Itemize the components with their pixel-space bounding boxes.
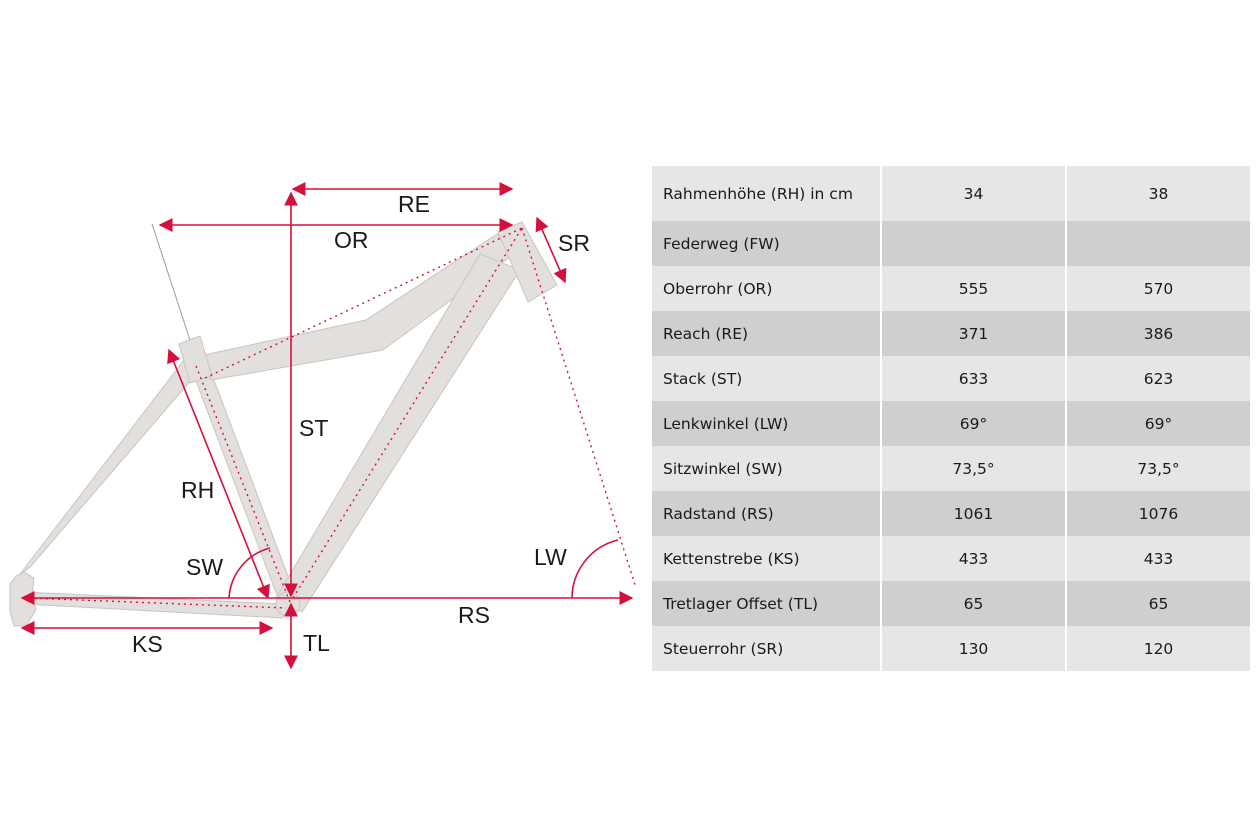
row-label: Tretlager Offset (TL) — [652, 581, 881, 626]
arc-sw — [228, 547, 271, 599]
label-tl: TL — [303, 630, 330, 656]
label-sw: SW — [186, 554, 223, 580]
row-value-size-2 — [1065, 221, 1250, 266]
row-value-size-1: 633 — [880, 356, 1066, 401]
geometry-table: Rahmenhöhe (RH) in cm 34 38 Federweg (FW… — [652, 166, 1250, 671]
row-label: Radstand (RS) — [652, 491, 881, 536]
row-label: Sitzwinkel (SW) — [652, 446, 881, 491]
row-value-size-2: 120 — [1065, 626, 1250, 671]
row-label: Kettenstrebe (KS) — [652, 536, 881, 581]
row-value-size-2: 69° — [1065, 401, 1250, 446]
down-tube — [275, 253, 521, 613]
arc-lw — [571, 539, 619, 599]
row-value-size-1: 69° — [880, 401, 1066, 446]
guide-seat-axis — [151, 223, 191, 341]
row-value-size-1: 34 — [880, 166, 1066, 221]
row-value-size-1: 433 — [880, 536, 1066, 581]
table-row: Sitzwinkel (SW) 73,5° 73,5° — [652, 446, 1250, 491]
label-rs: RS — [458, 602, 490, 628]
table-row: Tretlager Offset (TL) 65 65 — [652, 581, 1250, 626]
row-value-size-2: 65 — [1065, 581, 1250, 626]
row-value-size-2: 1076 — [1065, 491, 1250, 536]
row-value-size-1: 73,5° — [880, 446, 1066, 491]
row-value-size-2: 38 — [1065, 166, 1250, 221]
label-st: ST — [299, 415, 328, 441]
label-re: RE — [398, 191, 430, 217]
row-value-size-1: 1061 — [880, 491, 1066, 536]
row-value-size-2: 570 — [1065, 266, 1250, 311]
table-row: Rahmenhöhe (RH) in cm 34 38 — [652, 166, 1250, 221]
label-rh: RH — [181, 477, 214, 503]
label-ks: KS — [132, 631, 163, 657]
table-row: Federweg (FW) — [652, 221, 1250, 266]
chainstay-tube — [23, 591, 284, 619]
guide-down-tube — [292, 227, 523, 599]
row-value-size-2: 623 — [1065, 356, 1250, 401]
table-row: Radstand (RS) 1061 1076 — [652, 491, 1250, 536]
row-label: Reach (RE) — [652, 311, 881, 356]
row-label: Stack (ST) — [652, 356, 881, 401]
row-value-size-2: 73,5° — [1065, 446, 1250, 491]
row-value-size-1: 130 — [880, 626, 1066, 671]
label-lw: LW — [534, 544, 567, 570]
dimension-arrows — [20, 182, 634, 670]
row-label: Rahmenhöhe (RH) in cm — [652, 166, 881, 221]
label-or: OR — [334, 227, 369, 253]
table-row: Kettenstrebe (KS) 433 433 — [652, 536, 1250, 581]
row-label: Steuerrohr (SR) — [652, 626, 881, 671]
row-label: Oberrohr (OR) — [652, 266, 881, 311]
arrow-sr — [535, 216, 567, 284]
row-value-size-2: 433 — [1065, 536, 1250, 581]
bike-geometry-diagram: RE OR SR ST RH SW LW RS KS TL — [9, 182, 637, 670]
row-value-size-1 — [880, 221, 1066, 266]
bike-frame — [9, 221, 558, 627]
row-value-size-1: 555 — [880, 266, 1066, 311]
row-label: Lenkwinkel (LW) — [652, 401, 881, 446]
guide-effective-top — [204, 227, 523, 379]
rear-dropout — [9, 571, 37, 627]
table-row: Oberrohr (OR) 555 570 — [652, 266, 1250, 311]
seatstay-tube — [16, 359, 199, 579]
row-value-size-1: 65 — [880, 581, 1066, 626]
row-value-size-1: 371 — [880, 311, 1066, 356]
label-sr: SR — [558, 230, 590, 256]
table-row: Reach (RE) 371 386 — [652, 311, 1250, 356]
table-row: Lenkwinkel (LW) 69° 69° — [652, 401, 1250, 446]
row-value-size-2: 386 — [1065, 311, 1250, 356]
table-row: Stack (ST) 633 623 — [652, 356, 1250, 401]
row-label: Federweg (FW) — [652, 221, 881, 266]
table-row: Steuerrohr (SR) 130 120 — [652, 626, 1250, 671]
